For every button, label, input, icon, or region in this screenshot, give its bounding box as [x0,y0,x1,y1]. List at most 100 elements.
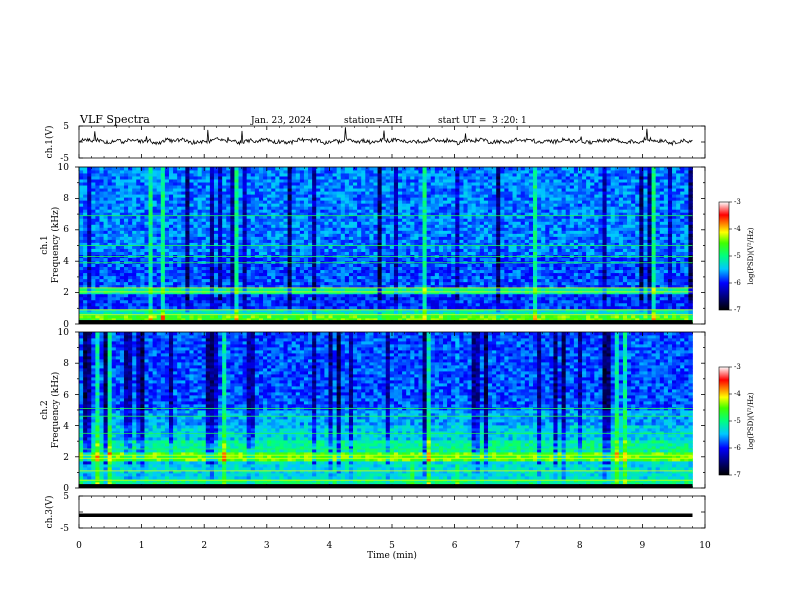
spectrogram-cell [316,269,321,274]
spectrogram-cell [144,230,149,234]
spectrogram-cell [312,284,317,289]
spectrogram-cell [344,248,350,252]
spectrogram-cell [618,251,624,255]
spectrogram-cell [573,230,579,234]
spectrogram-cell [676,317,681,322]
spectrogram-cell [434,266,440,271]
spectrogram-cell [430,266,436,271]
spectrogram-cell [602,290,607,295]
spectrogram-cell [369,290,374,295]
spectrogram-cell [651,251,657,255]
spectrogram-cell [389,281,395,286]
spectrogram-cell [132,236,137,240]
spectrogram-cell [631,233,636,237]
spectrogram-cell [438,263,444,268]
spectrogram-cell [369,263,374,268]
spectrogram-cell [631,230,636,234]
spectrogram-cell [651,290,657,295]
spectrogram-cell [651,308,657,313]
spectrogram-cell [676,239,681,243]
spectrogram-cell [303,305,309,310]
spectrogram-cell [577,245,583,249]
spectrogram-cell [676,245,681,249]
spectrogram-cell [520,248,526,252]
spectrogram-cell [508,257,513,261]
spectrogram-cell [508,308,513,313]
spectrogram-cell [254,224,260,228]
spectrogram-cell [279,314,284,319]
spectrogram-cell [222,302,227,307]
spectrogram-cell [553,308,558,313]
spectrogram-cell [430,236,436,240]
spectrogram-cell [369,224,374,228]
spectrogram-cell [483,311,489,316]
spectrogram-cell [667,236,673,240]
spectrogram-cell [361,290,366,295]
spectrogram-cell [561,227,567,231]
spectrogram-cell [541,311,546,316]
spectrogram-cell [197,287,203,292]
spectrogram-cell [95,251,100,255]
spectrogram-cell [577,266,583,271]
spectrogram-cell [213,302,219,307]
spectrogram-cell [303,239,309,243]
spectrogram-cell [103,293,109,298]
spectrogram-cell [479,284,485,289]
spectrogram-cell [287,242,293,246]
spectrogram-cell [532,305,538,310]
spectrogram-cell [263,269,268,274]
spectrogram-cell [512,266,518,271]
spectrogram-cell [295,314,301,319]
spectrogram-cell [508,251,513,255]
spectrogram-cell [136,227,141,231]
spectrogram-cell [303,275,309,280]
spectrogram-cell [532,266,538,271]
spectrogram-cell [156,284,162,289]
spectrogram-cell [177,242,182,246]
spectrogram-cell [250,236,256,240]
spectrogram-cell [565,239,571,243]
spectrogram-cell [299,230,305,234]
spectrogram-cell [181,284,186,289]
spectrogram-cell [594,314,599,319]
spectrogram-cell [107,290,113,295]
spectrogram-cell [140,233,145,237]
spectrogram-cell [422,242,428,246]
spectrogram-cell [258,257,264,261]
spectrogram-cell [164,290,170,295]
spectrogram-cell [213,224,219,228]
spectrogram-cell [422,230,428,234]
spectrogram-cell [406,293,411,298]
spectrogram-cell [487,317,493,322]
spectrogram-cell [250,302,256,307]
spectrogram-cell [361,230,366,234]
spectrogram-cell [455,293,460,298]
spectrogram-cell [357,296,362,301]
spectrogram-cell [283,263,288,268]
spectrogram-cell [95,257,100,261]
spectrogram-cell [111,275,117,280]
spectrogram-cell [189,251,194,255]
spectrogram-cell [545,305,550,310]
spectrogram-cell [361,296,366,301]
spectrogram-cell [414,248,419,252]
spectrogram-cell [504,272,509,277]
spectrogram-cell [455,239,460,243]
spectrogram-cell [537,284,542,289]
spectrogram-cell [152,236,158,240]
spectrogram-cell [340,257,346,261]
spectrogram-cell [222,251,227,255]
spectrogram-cell [160,281,166,286]
spectrogram-cell [586,314,591,319]
spectrogram-cell [402,257,407,261]
spectrogram-cell [667,269,673,274]
spectrogram-cell [524,275,530,280]
spectrogram-cell [504,230,509,234]
spectrogram-cell [438,314,444,319]
spectrogram-cell [422,281,428,286]
spectrogram-cell [222,269,227,274]
spectrogram-cell [549,248,554,252]
spectrogram-cell [209,308,215,313]
spectrogram-cell [279,248,284,252]
spectrogram-cell [128,272,133,277]
